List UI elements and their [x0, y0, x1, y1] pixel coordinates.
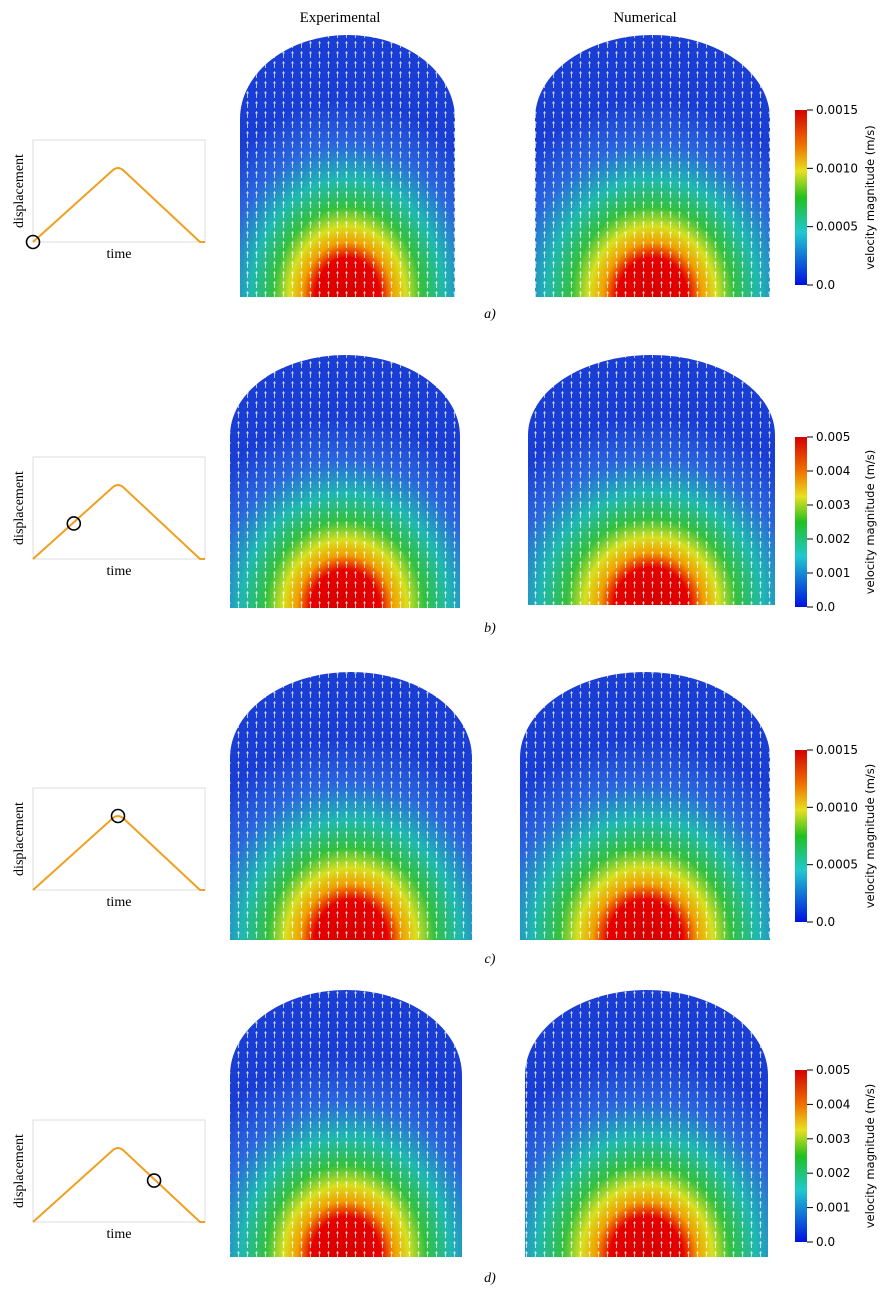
velocity-vectors [230, 990, 462, 1257]
inset-frame [32, 1119, 206, 1223]
velocity-vectors [535, 35, 770, 297]
colorbar-tick-label: 0.002 [816, 1166, 850, 1180]
inset-frame [32, 456, 206, 560]
colorbar [795, 110, 807, 285]
colorbar-title: velocity magnitude (m/s) [863, 125, 877, 270]
inset-y-label: displacement [12, 154, 27, 228]
time-marker [66, 516, 82, 531]
colorbar-tick-label: 0.005 [816, 430, 850, 444]
colorbar-tick-label: 0.004 [816, 1097, 850, 1111]
panel-label: c) [485, 952, 496, 967]
column-header: Experimental [300, 10, 381, 26]
colorbar-tick-label: 0.005 [816, 1063, 850, 1077]
column-header: Numerical [613, 10, 676, 26]
colorbar [795, 1070, 807, 1242]
colorbar-tick-label: 0.0005 [816, 858, 858, 872]
inset-x-label: time [107, 895, 132, 910]
colorbar-tick-label: 0.0015 [816, 103, 858, 117]
colorbar-tick-label: 0.0010 [816, 800, 858, 814]
colorbar-tick-label: 0.004 [816, 464, 850, 478]
panel-label: b) [484, 621, 496, 636]
velocity-vectors [230, 672, 472, 940]
inset-y-label: displacement [12, 471, 27, 545]
colorbar-tick-label: 0.002 [816, 532, 850, 546]
velocity-vectors [520, 672, 770, 940]
inset-plot: displacement time [12, 787, 206, 910]
inset-x-label: time [107, 564, 132, 579]
time-marker [25, 234, 41, 250]
inset-plot: displacement time [12, 139, 206, 262]
inset-frame [32, 787, 206, 891]
velocity-vectors [525, 990, 768, 1257]
colorbar-tick-label: 0.0 [816, 915, 835, 929]
displacement-curve [32, 1147, 205, 1223]
time-marker [110, 808, 126, 824]
panel-label: a) [484, 307, 496, 322]
displacement-curve [32, 484, 205, 560]
colorbar-tick-label: 0.001 [816, 566, 850, 580]
colorbar-tick-label: 0.0015 [816, 743, 858, 757]
colorbar-tick-label: 0.001 [816, 1201, 850, 1215]
colorbar [795, 437, 807, 607]
inset-y-label: displacement [12, 1134, 27, 1208]
colorbar-tick-label: 0.0 [816, 600, 835, 614]
displacement-curve [32, 167, 205, 243]
colorbar-title: velocity magnitude (m/s) [863, 450, 877, 595]
colorbar-tick-label: 0.0010 [816, 161, 858, 175]
inset-x-label: time [107, 247, 132, 262]
inset-frame [32, 139, 206, 243]
velocity-vectors [230, 355, 460, 608]
displacement-curve [32, 815, 205, 891]
colorbar-tick-label: 0.0 [816, 1235, 835, 1249]
colorbar-tick-label: 0.0005 [816, 220, 858, 234]
colorbar-tick-label: 0.0 [816, 278, 835, 292]
panel-label: d) [484, 1271, 496, 1286]
colorbar-title: velocity magnitude (m/s) [863, 764, 877, 909]
velocity-vectors [528, 355, 775, 605]
colorbar-title: velocity magnitude (m/s) [863, 1084, 877, 1229]
time-marker [146, 1173, 162, 1188]
colorbar-tick-label: 0.003 [816, 498, 850, 512]
colorbar-tick-label: 0.003 [816, 1132, 850, 1146]
velocity-vectors [240, 35, 455, 297]
inset-x-label: time [107, 1227, 132, 1242]
inset-y-label: displacement [12, 802, 27, 876]
inset-plot: displacement time [12, 456, 206, 579]
inset-plot: displacement time [12, 1119, 206, 1242]
colorbar [795, 750, 807, 922]
